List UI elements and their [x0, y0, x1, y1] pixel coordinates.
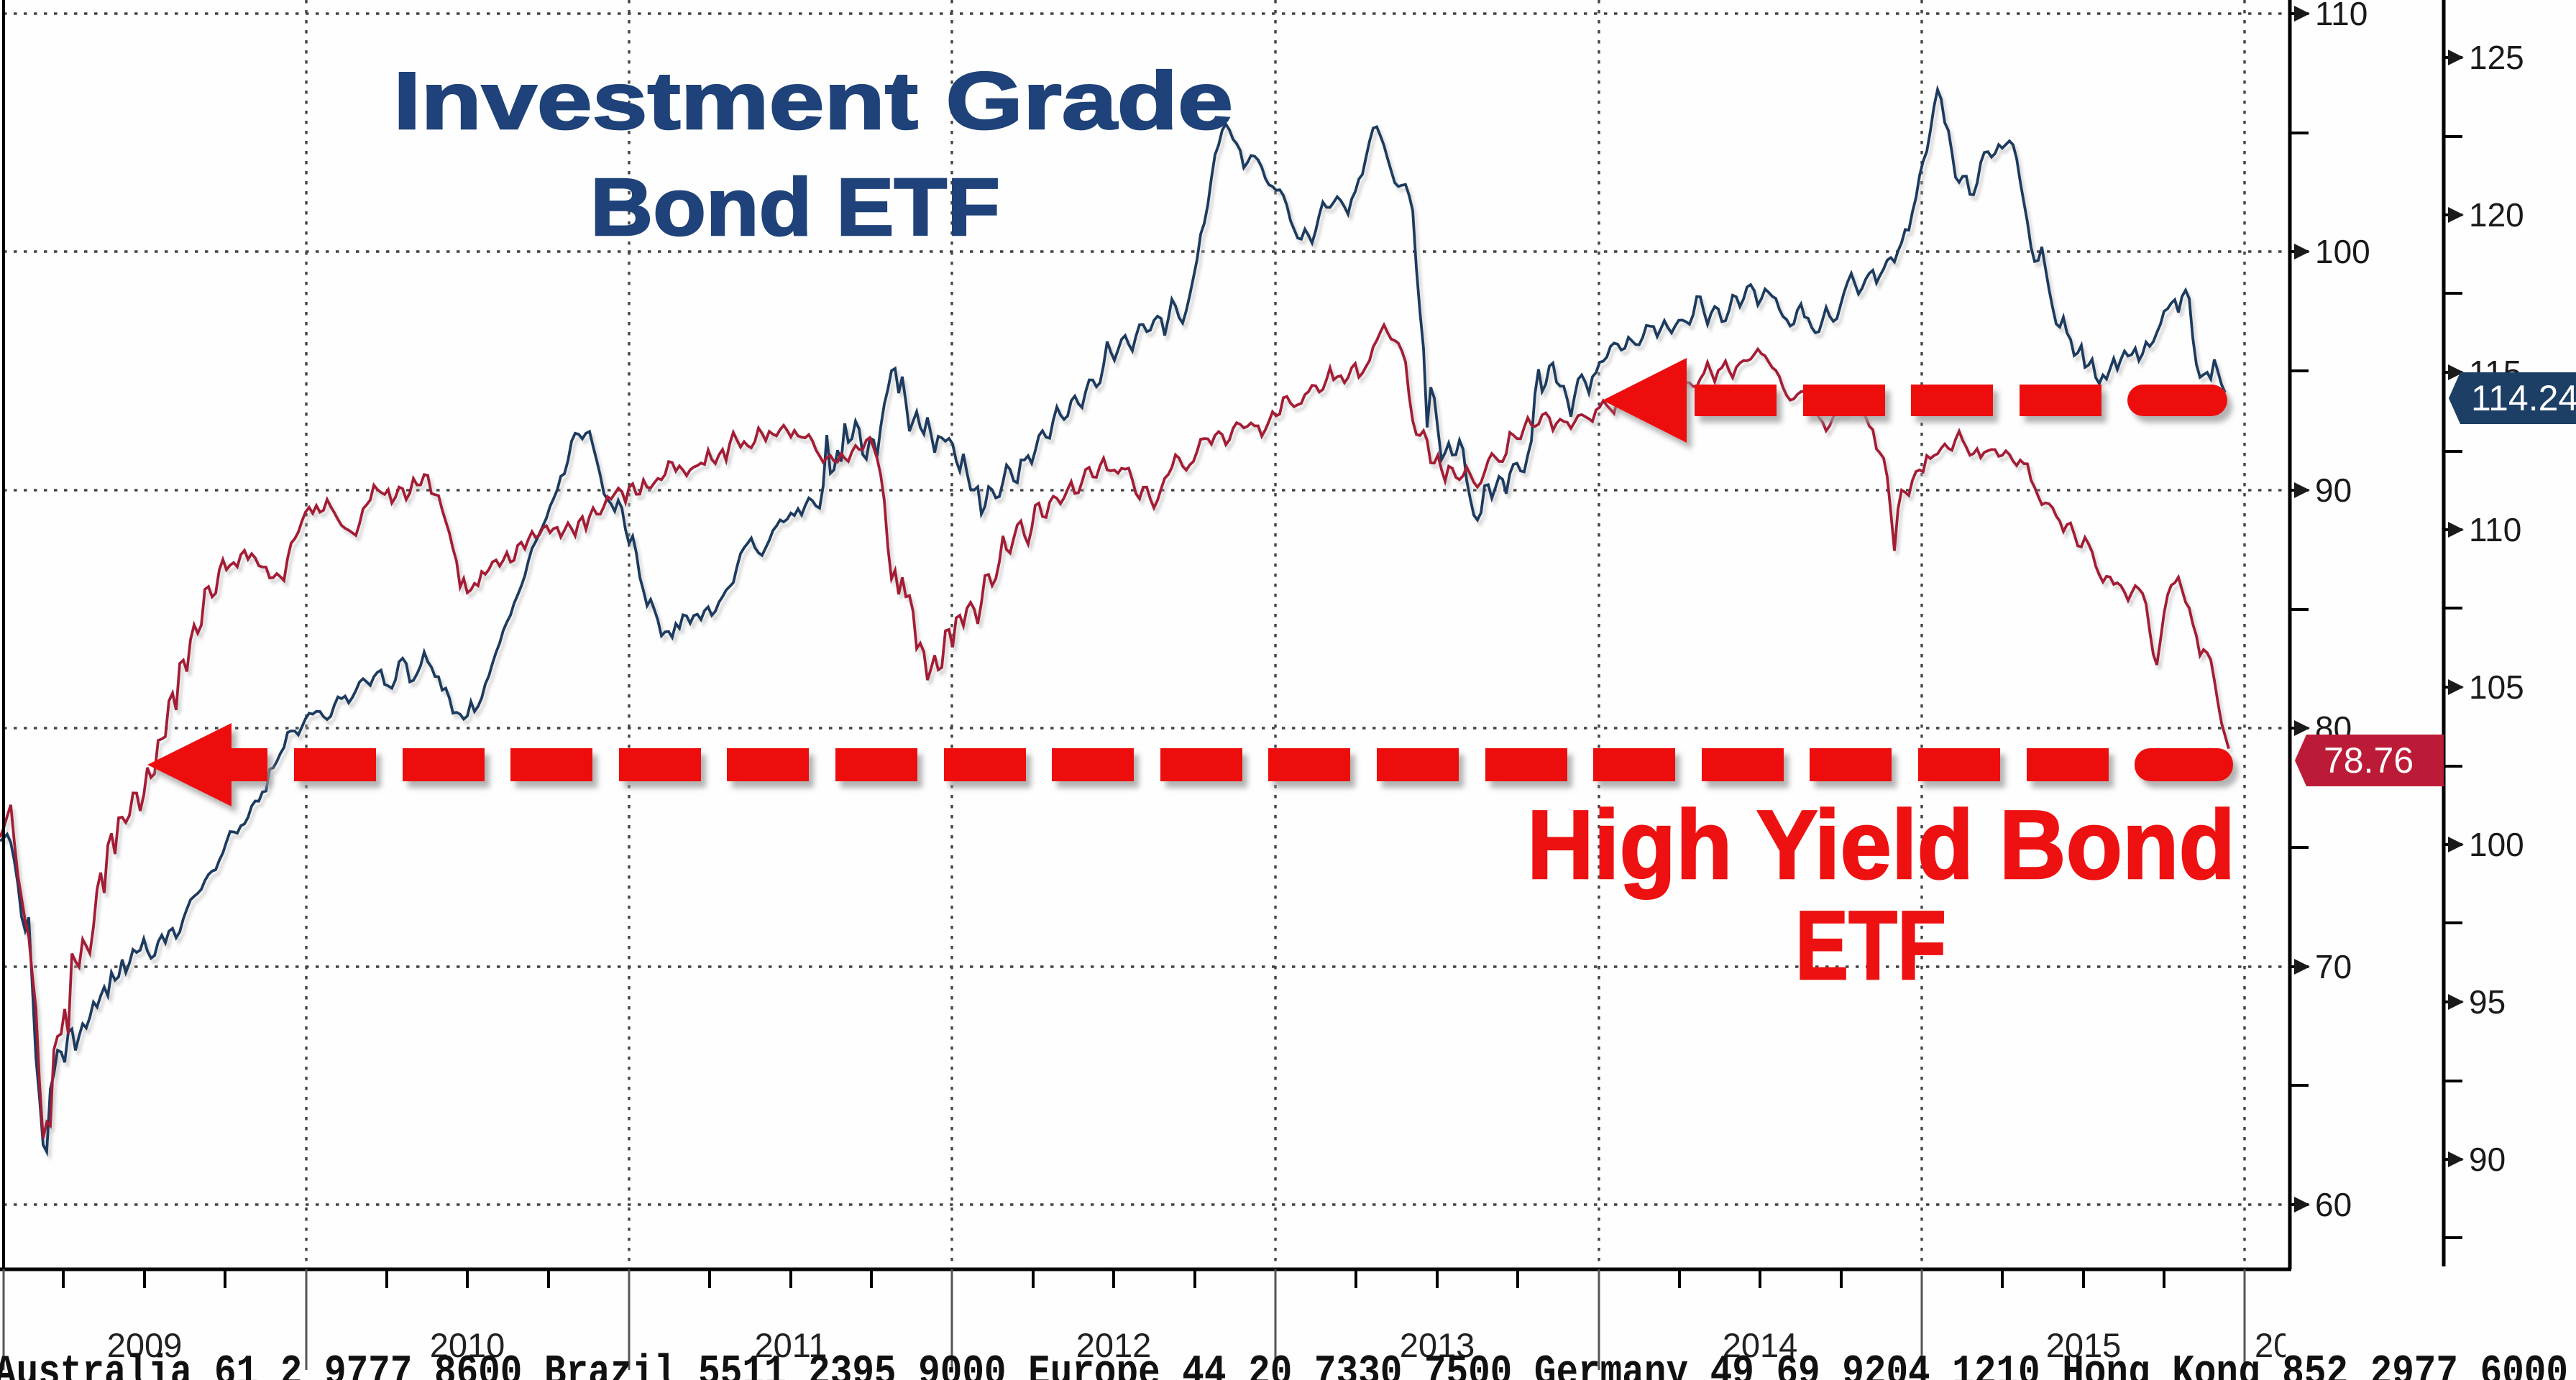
svg-text:2012: 2012: [1076, 1326, 1152, 1364]
svg-text:60: 60: [2315, 1186, 2352, 1223]
svg-text:125: 125: [2469, 39, 2524, 76]
svg-text:114.24: 114.24: [2471, 378, 2576, 418]
svg-text:110: 110: [2469, 511, 2521, 548]
svg-text:Australia 61 2 9777 8600 Brazi: Australia 61 2 9777 8600 Brazil 5511 239…: [0, 1349, 2568, 1380]
svg-text:100: 100: [2469, 826, 2524, 863]
svg-text:2016: 2016: [2255, 1326, 2330, 1364]
svg-text:High Yield Bond: High Yield Bond: [1527, 790, 2235, 899]
svg-text:2010: 2010: [430, 1326, 505, 1364]
svg-text:2009: 2009: [107, 1326, 183, 1364]
svg-text:90: 90: [2315, 472, 2352, 509]
svg-text:105: 105: [2469, 668, 2524, 706]
svg-text:ETF: ETF: [1795, 891, 1946, 1000]
svg-text:110: 110: [2315, 0, 2368, 32]
svg-text:2015: 2015: [2046, 1326, 2122, 1364]
svg-text:Bond ETF: Bond ETF: [590, 162, 1000, 252]
svg-text:90: 90: [2469, 1141, 2506, 1178]
svg-text:2014: 2014: [1723, 1326, 1798, 1364]
svg-text:95: 95: [2469, 983, 2506, 1021]
svg-text:2013: 2013: [1400, 1326, 1475, 1364]
svg-text:78.76: 78.76: [2324, 740, 2414, 781]
svg-text:70: 70: [2315, 948, 2352, 985]
svg-text:2011: 2011: [754, 1326, 827, 1364]
svg-text:100: 100: [2315, 233, 2370, 270]
svg-text:120: 120: [2469, 196, 2524, 234]
svg-text:Investment Grade: Investment Grade: [393, 55, 1233, 146]
